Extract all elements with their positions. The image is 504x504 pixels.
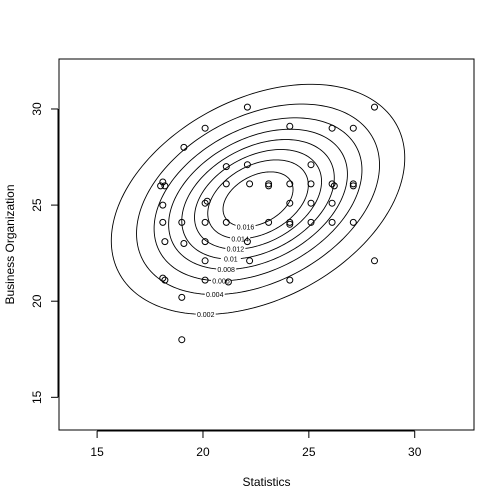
plot-frame	[58, 58, 475, 431]
data-point	[161, 238, 169, 246]
data-point	[349, 180, 357, 188]
x-tick-label: 25	[302, 445, 316, 459]
contour-line-6	[194, 149, 322, 250]
data-point	[330, 182, 338, 190]
data-point	[222, 163, 230, 171]
contour-label: 0.01	[224, 257, 238, 264]
data-point	[159, 218, 167, 226]
data-point	[286, 276, 294, 284]
data-point	[222, 180, 230, 188]
data-point	[159, 201, 167, 209]
y-tick-label: 25	[30, 198, 44, 212]
data-point	[265, 182, 273, 190]
data-point	[307, 180, 315, 188]
y-axis-title: Business Organization	[3, 184, 17, 304]
contour-line-4	[168, 128, 348, 270]
data-point	[201, 276, 209, 284]
data-point	[201, 124, 209, 132]
data-point	[224, 278, 232, 286]
data-point	[286, 218, 294, 226]
data-point	[161, 276, 169, 284]
x-tick-label: 20	[196, 445, 210, 459]
contour-label: 0.016	[237, 224, 255, 231]
data-point	[265, 180, 273, 188]
data-point	[246, 257, 254, 265]
data-point	[159, 274, 167, 282]
data-point	[157, 182, 165, 190]
x-axis: 15 20 25 30	[90, 430, 422, 459]
contour-line-8	[222, 171, 294, 228]
data-point	[307, 199, 315, 207]
data-point	[349, 218, 357, 226]
contour-line-7	[207, 159, 309, 240]
data-point	[201, 218, 209, 226]
data-point	[178, 293, 186, 301]
contour-line-2	[136, 103, 380, 296]
data-point	[222, 218, 230, 226]
contour-label: 0.008	[217, 267, 235, 274]
x-tick-label: 30	[408, 445, 422, 459]
contour-label: 0.006	[212, 278, 230, 285]
data-point	[286, 220, 294, 228]
data-point	[328, 218, 336, 226]
contour-label: 0.014	[231, 236, 249, 243]
x-axis-title: Statistics	[242, 475, 290, 489]
x-tick-label: 15	[90, 445, 104, 459]
scatter-points	[157, 103, 378, 344]
data-point	[328, 199, 336, 207]
data-point	[371, 257, 378, 265]
data-point	[328, 180, 336, 188]
data-point	[180, 240, 188, 247]
data-point	[307, 218, 315, 226]
data-point	[178, 218, 186, 226]
contour-line-1	[110, 83, 406, 315]
y-tick-label: 30	[30, 102, 44, 116]
data-point	[349, 124, 357, 132]
data-point	[286, 180, 294, 188]
data-point	[161, 182, 169, 190]
data-point	[201, 257, 209, 265]
data-point	[246, 180, 254, 188]
contour-label: 0.004	[206, 292, 224, 299]
data-point	[243, 238, 251, 246]
y-axis: 15 20 25 30	[30, 102, 59, 404]
data-point	[349, 182, 357, 190]
contour-line-3	[153, 117, 363, 282]
data-point	[201, 238, 209, 246]
y-tick-label: 20	[30, 294, 44, 308]
contour-label: 0.012	[227, 247, 245, 254]
data-point	[371, 103, 378, 111]
contour-label: 0.002	[197, 312, 215, 319]
data-point	[203, 197, 211, 205]
data-point	[265, 218, 273, 226]
data-point	[159, 178, 167, 186]
data-point	[307, 161, 315, 169]
contour-line-5	[181, 139, 335, 260]
data-point	[328, 124, 336, 132]
density-contours: 0.002 0.004 0.006 0.008 0.01 0.012 0.014 0.016	[110, 83, 406, 319]
data-point	[201, 199, 209, 207]
data-point	[243, 161, 251, 169]
data-point	[178, 336, 186, 344]
data-point	[286, 199, 294, 207]
y-tick-label: 15	[30, 390, 44, 404]
data-point	[286, 122, 294, 130]
data-point	[243, 103, 251, 111]
data-point	[180, 143, 188, 151]
